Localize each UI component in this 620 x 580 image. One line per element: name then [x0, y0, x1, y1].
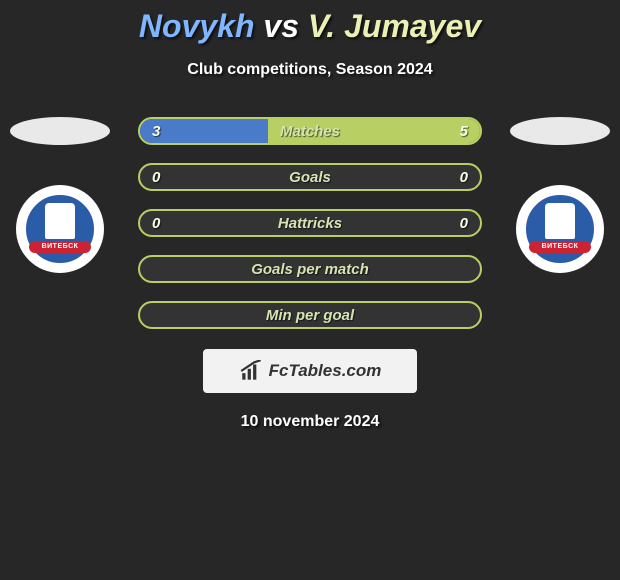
right-club-badge: ВИТЕБСК	[516, 185, 604, 273]
stat-label: Matches	[140, 123, 480, 140]
brand-box[interactable]: FcTables.com	[203, 349, 417, 393]
stat-row: 00Goals	[138, 163, 482, 191]
player2-name: V. Jumayev	[308, 8, 481, 44]
subtitle: Club competitions, Season 2024	[0, 61, 620, 79]
stat-row: Goals per match	[138, 255, 482, 283]
date-text: 10 november 2024	[0, 413, 620, 431]
left-badge-column: ВИТЕБСК	[0, 117, 120, 273]
stat-label: Min per goal	[140, 307, 480, 324]
right-badge-column: ВИТЕБСК	[500, 117, 620, 273]
player1-name: Novykh	[139, 8, 255, 44]
right-flag	[510, 117, 610, 145]
stat-row: 00Hattricks	[138, 209, 482, 237]
page-title: Novykh vs V. Jumayev	[0, 0, 620, 45]
stat-label: Hattricks	[140, 215, 480, 232]
stat-label: Goals per match	[140, 261, 480, 278]
left-flag	[10, 117, 110, 145]
chart-icon	[239, 360, 265, 382]
stat-row: 35Matches	[138, 117, 482, 145]
stats-rows: 35Matches 00Goals 00Hattricks Goals per mat…	[138, 117, 482, 329]
stat-row: Min per goal	[138, 301, 482, 329]
left-club-badge: ВИТЕБСК	[16, 185, 104, 273]
left-club-ribbon: ВИТЕБСК	[29, 241, 91, 253]
stat-label: Goals	[140, 169, 480, 186]
vs-text: vs	[263, 8, 299, 44]
brand-name: FcTables.com	[269, 361, 382, 381]
right-club-ribbon: ВИТЕБСК	[529, 241, 591, 253]
main-area: ВИТЕБСК ВИТЕБСК 35Matches 00Goals 00Hattri…	[0, 117, 620, 431]
